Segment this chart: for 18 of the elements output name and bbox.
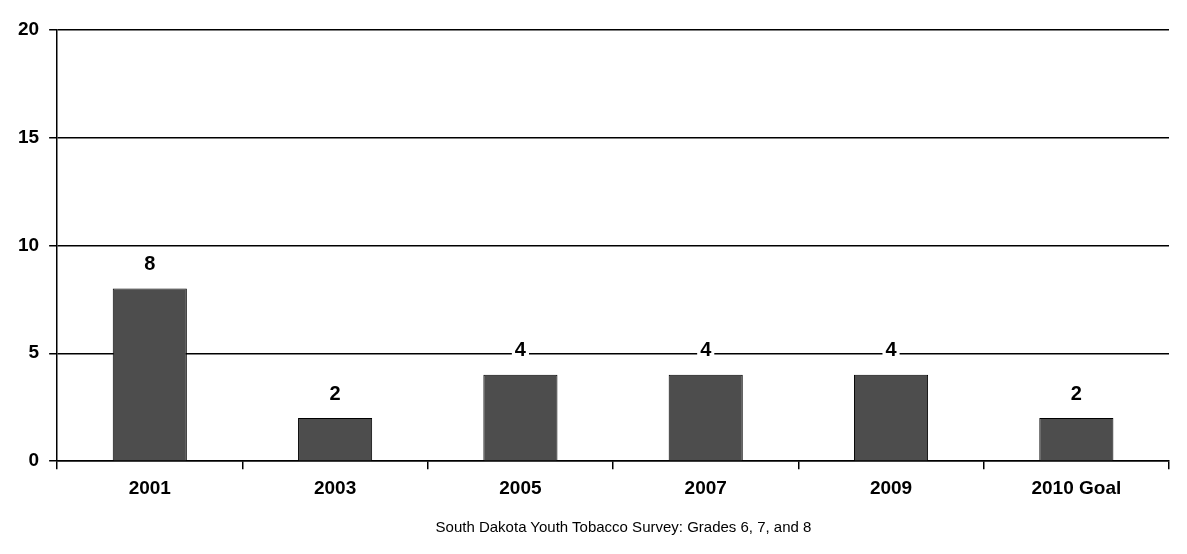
x-tick-label: 2005: [499, 476, 542, 498]
data-label: 4: [885, 338, 898, 361]
data-label: 4: [514, 338, 527, 361]
data-label: 8: [144, 252, 156, 274]
x-tick-label: 2003: [313, 476, 357, 498]
text: South Dakota Youth Tobacco Survey: Grades 6, 7, and 8: [434, 518, 813, 535]
data-label: 2: [1070, 381, 1082, 404]
data-label: 2: [329, 381, 341, 404]
x-tick-label: 2010 Goal: [1031, 476, 1122, 498]
y-tick-label: 15: [17, 125, 40, 147]
data-label: 4: [700, 338, 713, 361]
y-tick-label: 10: [17, 233, 40, 255]
y-tick-label: 20: [17, 17, 40, 39]
y-tick-label: 5: [28, 341, 40, 363]
y-tick-label: 0: [28, 449, 40, 471]
x-tick-label: 2009: [869, 476, 913, 498]
x-tick-label: 2007: [684, 476, 727, 498]
x-tick-label: 2001: [128, 476, 172, 498]
